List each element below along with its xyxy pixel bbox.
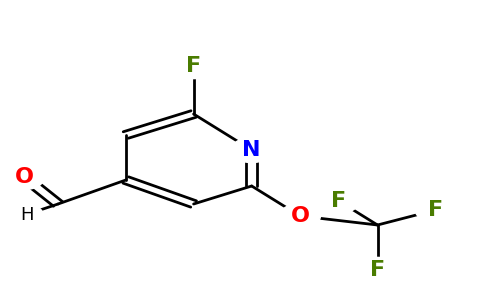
Text: H: H: [20, 206, 33, 224]
Text: O: O: [15, 167, 34, 187]
Text: N: N: [242, 140, 261, 160]
Text: F: F: [370, 260, 385, 280]
Text: O: O: [290, 206, 310, 226]
Text: F: F: [331, 191, 347, 211]
Circle shape: [280, 203, 320, 229]
Circle shape: [357, 257, 398, 283]
Circle shape: [173, 53, 214, 79]
Circle shape: [4, 164, 45, 190]
Text: F: F: [186, 56, 201, 76]
Circle shape: [415, 197, 456, 223]
Circle shape: [231, 137, 272, 163]
Circle shape: [318, 188, 359, 214]
Circle shape: [10, 204, 43, 225]
Text: F: F: [428, 200, 443, 220]
